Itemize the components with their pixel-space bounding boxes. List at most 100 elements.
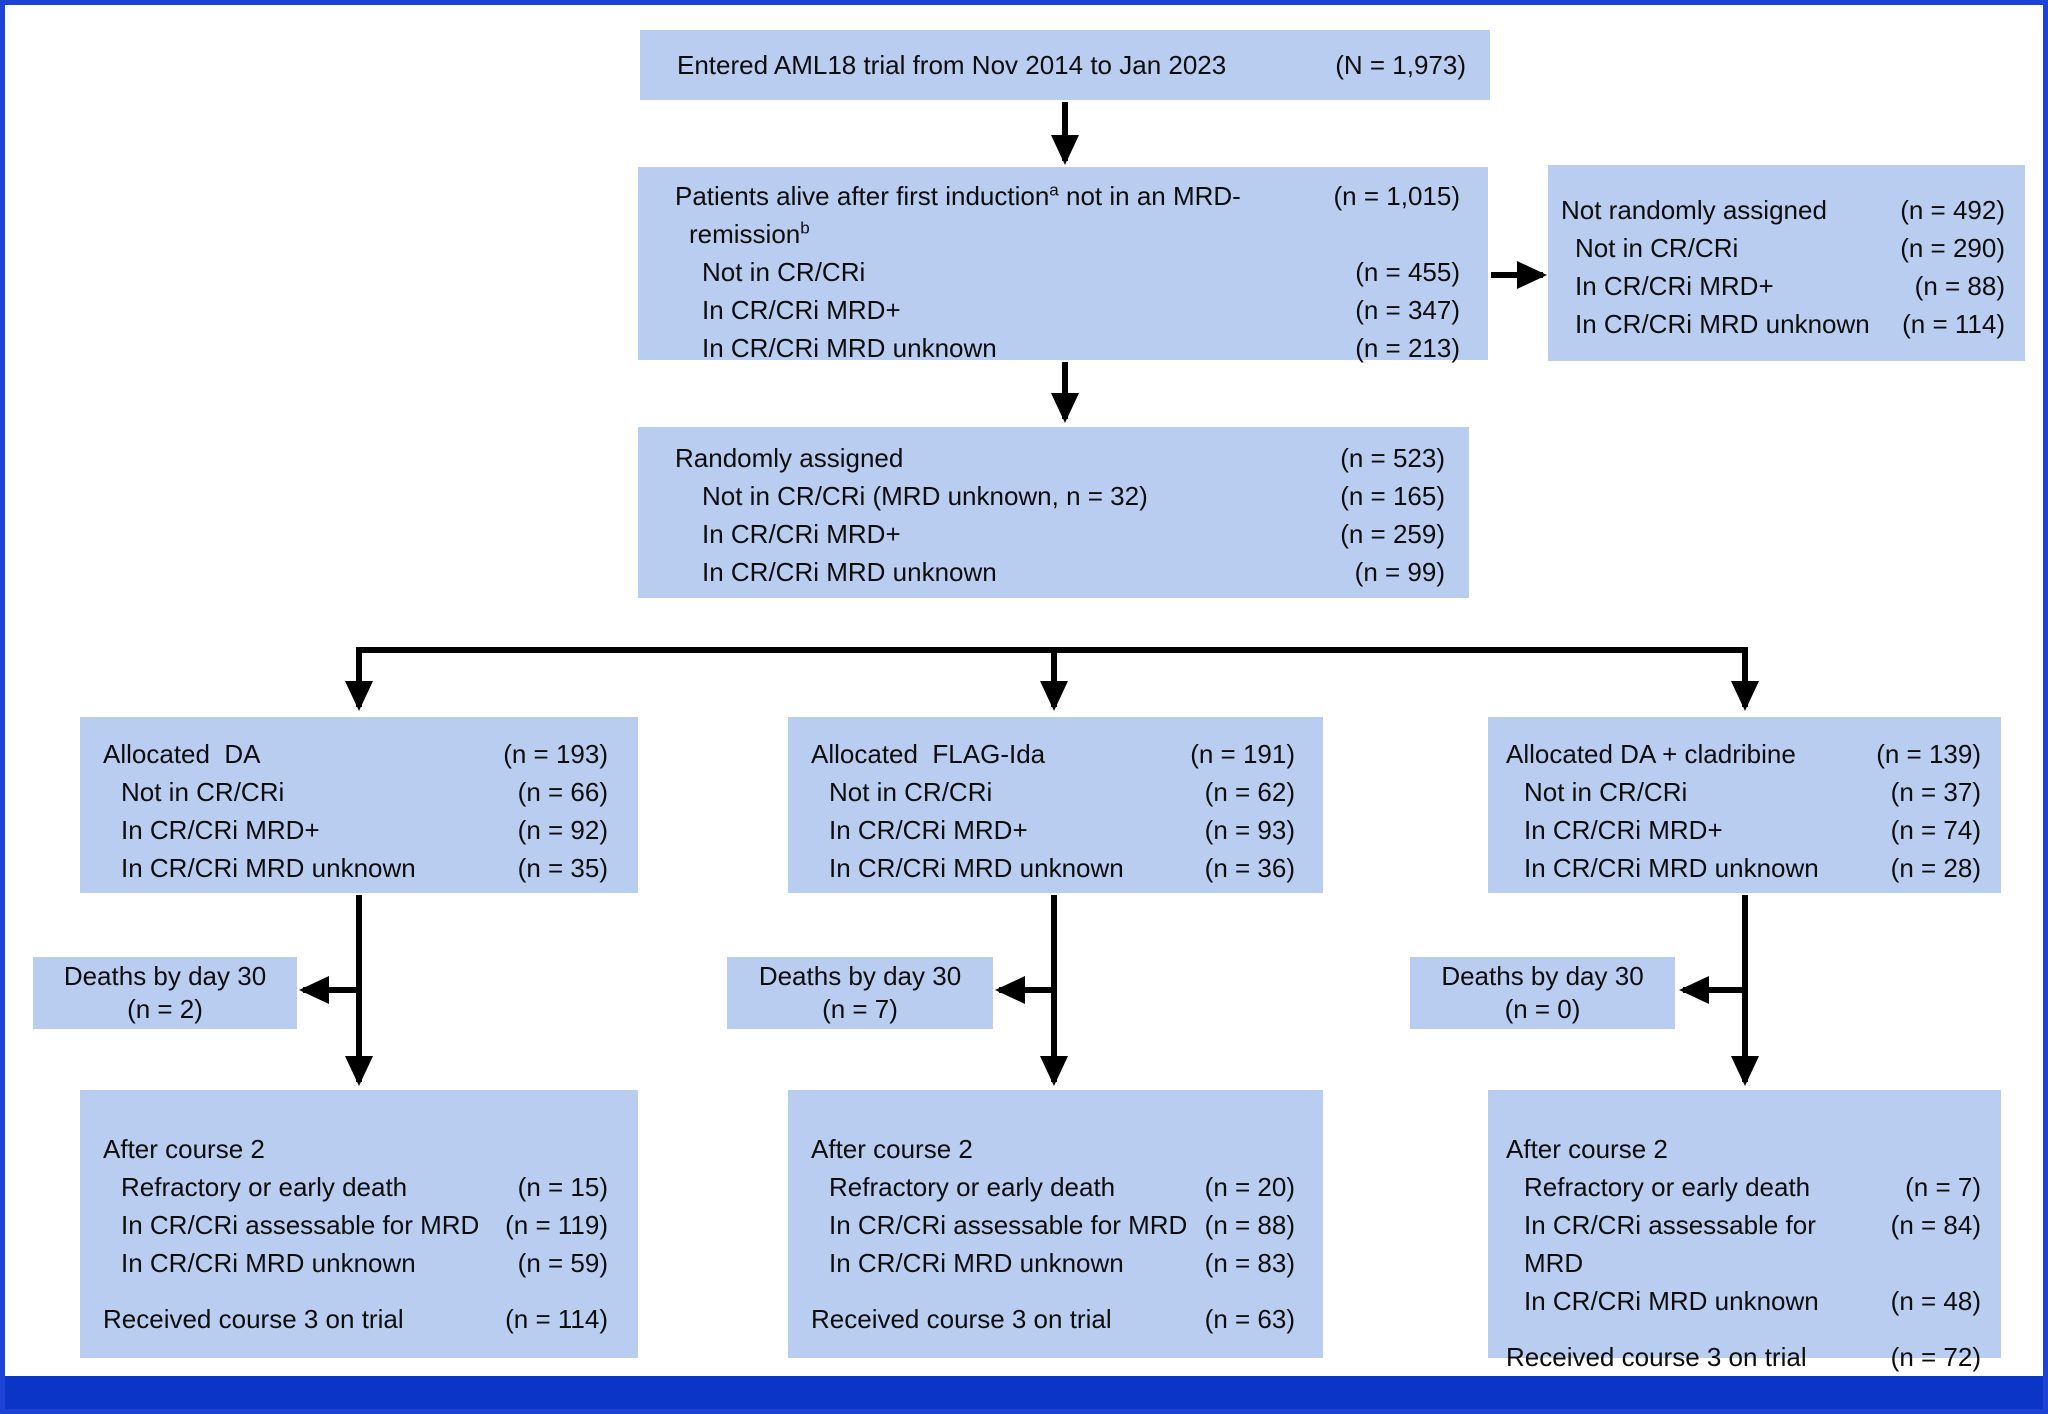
induction-title-text: Patients alive after first induction	[675, 181, 1050, 211]
row-label: In CR/CRi assessable for MRD	[829, 1210, 1188, 1240]
induction-title-text2: not in an MRD-	[1058, 181, 1241, 211]
row-label: In CR/CRi MRD+	[1575, 271, 1774, 301]
allocated-title-row: Allocated DA (n = 193)	[103, 735, 608, 773]
deaths-label: Deaths by day 30	[63, 961, 267, 991]
randomized-box: Randomly assigned (n = 523) Not in CR/CR…	[638, 427, 1469, 598]
row-value: (n = 455)	[1355, 257, 1460, 287]
row-label: In CR/CRi MRD unknown	[1524, 853, 1819, 883]
stat-row: Refractory or early death (n = 20)	[811, 1168, 1295, 1206]
row-value: (n = 347)	[1355, 295, 1460, 325]
row-label: In CR/CRi MRD+	[702, 519, 901, 549]
bottom-bar	[5, 1376, 2043, 1409]
entered-trial-label: Entered AML18 trial from Nov 2014 to Jan…	[677, 50, 1227, 80]
row-value: (n = 213)	[1355, 333, 1460, 363]
induction-title: Patients alive after first inductiona no…	[675, 177, 1241, 215]
row-value: (n = 63)	[1204, 1304, 1295, 1334]
row-value: (n = 88)	[1204, 1210, 1295, 1240]
allocated-title: Allocated DA + cladribine	[1506, 739, 1796, 769]
stat-row: In CR/CRi assessable for MRD (n = 84)	[1506, 1206, 1981, 1282]
stat-row: In CR/CRi MRD+ (n = 88)	[1561, 267, 2005, 305]
entered-trial-box: Entered AML18 trial from Nov 2014 to Jan…	[640, 30, 1490, 100]
allocated-title: Allocated FLAG-Ida	[811, 739, 1046, 769]
stat-row: Not in CR/CRi (n = 62)	[811, 773, 1295, 811]
row-label: Not in CR/CRi	[829, 777, 993, 807]
stat-row: In CR/CRi MRD unknown (n = 35)	[103, 849, 608, 887]
row-value: (n = 99)	[1354, 557, 1445, 587]
stat-row: In CR/CRi assessable for MRD (n = 88)	[811, 1206, 1295, 1244]
deaths-da-box: Deaths by day 30 (n = 2)	[33, 957, 297, 1029]
stat-row: Not in CR/CRi (n = 37)	[1506, 773, 1981, 811]
row-label: In CR/CRi MRD unknown	[1524, 1286, 1819, 1316]
row-value: (n = 114)	[1902, 309, 2005, 339]
induction-box: Patients alive after first inductiona no…	[638, 167, 1488, 363]
row-value: (n = 84)	[1890, 1210, 1981, 1240]
stat-row: In CR/CRi MRD+ (n = 74)	[1506, 811, 1981, 849]
randomized-title-row: Randomly assigned (n = 523)	[675, 439, 1445, 477]
randomized-title: Randomly assigned	[675, 443, 904, 473]
row-label: Refractory or early death	[829, 1172, 1116, 1202]
stat-row: Not in CR/CRi (n = 455)	[675, 253, 1460, 291]
row-value: (n = 20)	[1204, 1172, 1295, 1202]
entered-trial-count: (N = 1,973)	[1335, 50, 1466, 80]
stat-row: Not in CR/CRi (n = 290)	[1561, 229, 2005, 267]
allocated-count: (n = 191)	[1190, 739, 1295, 769]
after-course2-da-box: After course 2 Refractory or early death…	[80, 1090, 638, 1358]
induction-count: (n = 1,015)	[1333, 181, 1460, 211]
row-label: In CR/CRi MRD+	[121, 815, 320, 845]
row-value: (n = 93)	[1204, 815, 1295, 845]
not-randomized-box: Not randomly assigned (n = 492) Not in C…	[1548, 165, 2025, 361]
stat-row: Not in CR/CRi (MRD unknown, n = 32) (n =…	[675, 477, 1445, 515]
row-value: (n = 35)	[517, 853, 608, 883]
row-label: Refractory or early death	[121, 1172, 408, 1202]
row-label: In CR/CRi MRD+	[702, 295, 901, 325]
deaths-label: Deaths by day 30	[758, 961, 962, 991]
allocated-title-row: Allocated DA + cladribine (n = 139)	[1506, 735, 1981, 773]
stat-row: In CR/CRi MRD+ (n = 259)	[675, 515, 1445, 553]
received-course3-row: Received course 3 on trial (n = 72)	[1506, 1338, 1981, 1376]
row-label: In CR/CRi MRD+	[1524, 815, 1723, 845]
induction-title-row: Patients alive after first inductiona no…	[675, 177, 1460, 215]
row-value: (n = 119)	[505, 1210, 608, 1240]
deaths-flagida-box: Deaths by day 30 (n = 7)	[727, 957, 993, 1029]
row-value: (n = 92)	[517, 815, 608, 845]
after-title: After course 2	[811, 1134, 973, 1164]
stat-row: Not in CR/CRi (n = 66)	[103, 773, 608, 811]
row-label: In CR/CRi MRD unknown	[121, 853, 416, 883]
row-label: In CR/CRi MRD+	[829, 815, 1028, 845]
stat-row: Refractory or early death (n = 7)	[1506, 1168, 1981, 1206]
footnote-b: b	[800, 218, 810, 238]
row-value: (n = 62)	[1204, 777, 1295, 807]
row-value: (n = 83)	[1204, 1248, 1295, 1278]
row-label: In CR/CRi MRD unknown	[1575, 309, 1870, 339]
after-title: After course 2	[1506, 1134, 1668, 1164]
row-label: In CR/CRi assessable for MRD	[1524, 1210, 1824, 1278]
stat-row: In CR/CRi MRD unknown (n = 83)	[811, 1244, 1295, 1282]
spacer	[103, 1282, 608, 1300]
received-course3-row: Received course 3 on trial (n = 114)	[103, 1300, 608, 1338]
stat-row: Refractory or early death (n = 15)	[103, 1168, 608, 1206]
row-label: Refractory or early death	[1524, 1172, 1811, 1202]
row-label: Received course 3 on trial	[103, 1304, 404, 1334]
stat-row: In CR/CRi assessable for MRD (n = 119)	[103, 1206, 608, 1244]
row-value: (n = 88)	[1914, 271, 2005, 301]
row-value: (n = 259)	[1340, 519, 1445, 549]
stat-row: In CR/CRi MRD unknown (n = 28)	[1506, 849, 1981, 887]
row-value: (n = 15)	[517, 1172, 608, 1202]
after-title: After course 2	[103, 1134, 265, 1164]
after-course2-flagida-box: After course 2 Refractory or early death…	[788, 1090, 1323, 1358]
received-course3-row: Received course 3 on trial (n = 63)	[811, 1300, 1295, 1338]
row-label: In CR/CRi MRD unknown	[702, 333, 997, 363]
stat-row: In CR/CRi MRD+ (n = 92)	[103, 811, 608, 849]
stat-row: In CR/CRi MRD+ (n = 93)	[811, 811, 1295, 849]
not-randomized-title: Not randomly assigned	[1561, 195, 1827, 225]
stat-row: In CR/CRi MRD+ (n = 347)	[675, 291, 1460, 329]
deaths-count: (n = 0)	[1504, 994, 1581, 1024]
row-label: In CR/CRi MRD unknown	[121, 1248, 416, 1278]
row-value: (n = 36)	[1204, 853, 1295, 883]
footnote-a: a	[1049, 180, 1059, 200]
row-value: (n = 59)	[517, 1248, 608, 1278]
stat-row: In CR/CRi MRD unknown (n = 114)	[1561, 305, 2005, 343]
remission-text: remission	[689, 219, 801, 249]
not-randomized-count: (n = 492)	[1900, 195, 2005, 225]
